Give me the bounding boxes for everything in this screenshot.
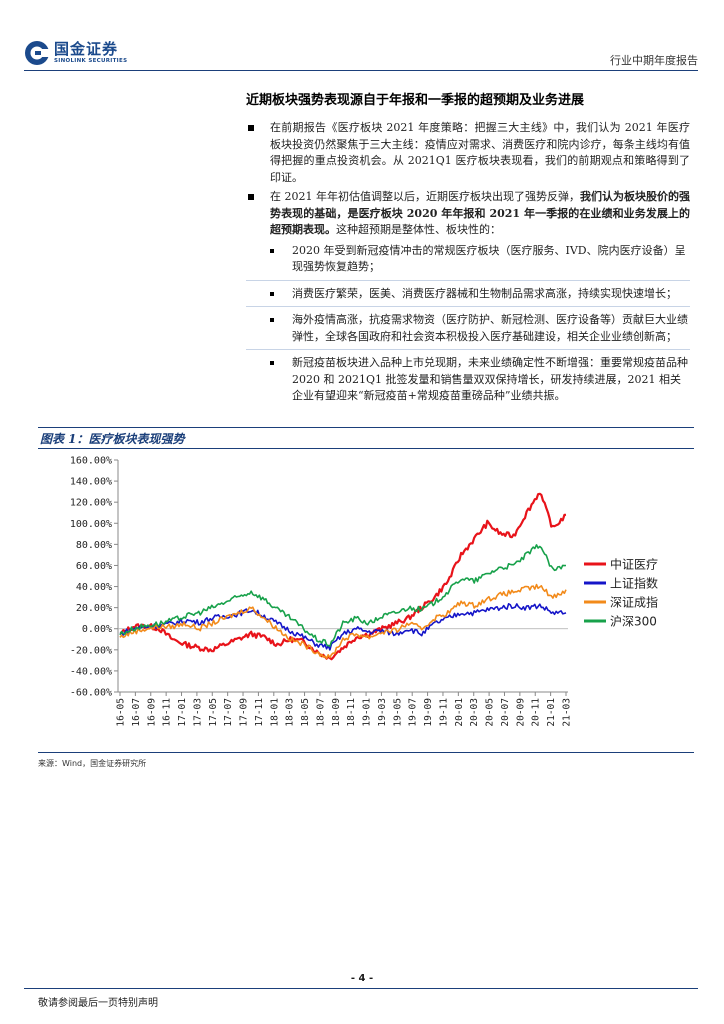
x-tick-label: 20-11 [531,698,542,727]
sub-bullet-item: 海外疫情高涨，抗疫需求物资（医疗防护、新冠检测、医疗设备等）贡献巨大业绩弹性，全… [246,312,690,350]
legend-label: 沪深300 [610,615,657,629]
x-tick-label: 17-09 [239,698,250,727]
x-tick-label: 18-03 [285,698,296,727]
x-tick-label: 16-11 [162,698,173,727]
y-tick-label: 140.00% [70,477,112,488]
y-tick-label: 80.00% [76,540,112,551]
y-tick-label: 0.00% [82,624,112,635]
page-number: - 4 - [350,973,374,984]
series-line-1 [119,492,567,661]
y-tick-label: 40.00% [76,582,112,593]
sub-bullet-list: 2020 年受到新冠疫情冲击的常规医疗板块（医疗服务、IVD、院内医疗设备）呈现… [246,243,690,409]
x-tick-label: 18-05 [300,698,311,727]
x-tick-label: 21-01 [546,698,557,727]
series-line-2 [119,603,567,651]
series-line-4 [119,544,567,647]
header-divider [24,70,698,71]
x-tick-label: 16-07 [131,698,142,727]
paragraph-text: 这种超预期是整体性、板块性的： [336,223,501,236]
paragraph-text: 在 2021 年年初估值调整以后，近期医疗板块出现了强势反弹， [270,190,580,203]
x-tick-label: 20-01 [454,698,465,727]
figure-source: 来源：Wind，国金证券研究所 [38,759,147,768]
x-tick-label: 18-11 [346,698,357,727]
x-tick-label: 18-07 [315,698,326,727]
series-line-3 [119,583,567,660]
legend-label: 中证医疗 [610,557,658,572]
y-tick-label: -40.00% [70,666,112,677]
x-tick-label: 17-01 [177,698,188,727]
x-tick-label: 20-05 [485,698,496,727]
y-tick-label: 120.00% [70,498,112,509]
x-tick-label: 19-07 [408,698,419,727]
paragraph-bold-text: 我们认为板块股价的强势表现的基础，是医疗板块 2020 年年报和 2021 年一… [270,190,690,236]
x-tick-label: 16-05 [116,698,127,727]
figure-bottom-divider [38,752,694,753]
chart-svg: 160.00% 140.00% 120.00% 100.00% 80.00% 60.00%… [70,456,658,727]
figure-title: 图表 1：医疗板块表现强势 [40,432,185,446]
x-tick-label: 19-11 [438,698,449,727]
paragraph-bullet: 在 2021 年年初估值调整以后，近期医疗板块出现了强势反弹，我们认为板块股价的… [246,189,690,239]
x-tick-label: 17-03 [192,698,203,727]
y-tick-label: -60.00% [70,688,112,699]
x-tick-label: 18-01 [269,698,280,727]
body-content: 在前期报告《医疗板块 2021 年度策略：把握三大主线》中，我们认为 2021 … [246,120,690,414]
footer-divider [24,988,698,989]
x-tick-label: 19-01 [362,698,373,727]
logo-icon [24,40,50,66]
y-tick-label: 160.00% [70,456,112,467]
x-tick-label: 18-09 [331,698,342,727]
legend-label: 上证指数 [610,576,658,591]
x-tick-label: 19-05 [392,698,403,727]
page-header: 国金证券 SINOLINK SECURITIES 行业中期年度报告 [0,0,724,72]
logo-english-name: SINOLINK SECURITIES [54,58,128,64]
logo-chinese-name: 国金证券 [54,40,119,58]
sub-bullet-item: 新冠疫苗板块进入品种上市兑现期，未来业绩确定性不断增强：重要常规疫苗品种 202… [246,355,690,409]
x-tick-label: 19-03 [377,698,388,727]
legend-label: 深证成指 [610,595,658,610]
report-type-label: 行业中期年度报告 [610,54,698,67]
x-tick-label: 17-11 [254,698,265,727]
x-tick-label: 17-05 [208,698,219,727]
x-tick-label: 17-07 [223,698,234,727]
x-tick-label: 16-09 [146,698,157,727]
y-tick-label: 100.00% [70,519,112,530]
x-tick-label: 20-07 [500,698,511,727]
y-tick-label: 20.00% [76,603,112,614]
figure-title-bar: 图表 1：医疗板块表现强势 [38,427,694,449]
paragraph-text: 在前期报告《医疗板块 2021 年度策略：把握三大主线》中，我们认为 2021 … [270,121,690,184]
x-tick-label: 21-03 [562,698,573,727]
section-title: 近期板块强势表现源自于年报和一季报的超预期及业务进展 [246,93,585,108]
sub-bullet-item: 消费医疗繁荣，医美、消费医疗器械和生物制品需求高涨，持续实现快速增长； [246,286,690,307]
company-logo: 国金证券 SINOLINK SECURITIES [24,40,127,66]
footer-disclaimer: 敬请参阅最后一页特别声明 [38,998,158,1009]
x-tick-label: 20-09 [515,698,526,727]
x-tick-label: 19-09 [423,698,434,727]
sub-bullet-item: 2020 年受到新冠疫情冲击的常规医疗板块（医疗服务、IVD、院内医疗设备）呈现… [246,243,690,281]
x-tick-label: 20-03 [469,698,480,727]
paragraph-bullet: 在前期报告《医疗板块 2021 年度策略：把握三大主线》中，我们认为 2021 … [246,120,690,186]
line-chart: 160.00% 140.00% 120.00% 100.00% 80.00% 60.00%… [38,452,694,752]
y-tick-label: -20.00% [70,645,112,656]
y-tick-label: 60.00% [76,561,112,572]
